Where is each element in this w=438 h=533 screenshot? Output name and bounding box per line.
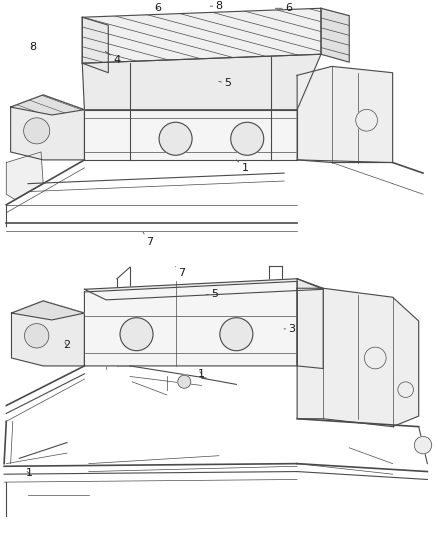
Polygon shape [11,95,85,115]
Text: 7: 7 [176,266,186,278]
Polygon shape [297,67,392,163]
Polygon shape [82,17,108,72]
Text: 8: 8 [210,1,223,11]
Text: 5: 5 [219,78,231,88]
Polygon shape [85,110,297,160]
Circle shape [159,122,192,155]
Circle shape [356,109,378,131]
Polygon shape [85,279,323,300]
Text: 3: 3 [284,324,295,334]
Polygon shape [82,54,321,110]
Text: 4: 4 [105,51,120,64]
Text: 6: 6 [155,3,162,13]
Circle shape [414,437,432,454]
Circle shape [231,122,264,155]
Circle shape [220,318,253,351]
Polygon shape [85,281,297,366]
Polygon shape [297,279,323,368]
Text: 6: 6 [275,3,292,13]
Text: 7: 7 [143,232,153,247]
Polygon shape [321,9,349,62]
Text: 1: 1 [198,369,205,379]
Circle shape [120,318,153,351]
Polygon shape [6,152,43,199]
Text: 5: 5 [206,288,218,298]
Polygon shape [297,288,419,426]
Text: 2: 2 [63,340,70,350]
Polygon shape [11,95,85,160]
Circle shape [25,324,49,348]
Circle shape [178,375,191,388]
Circle shape [24,118,49,144]
Polygon shape [82,9,321,63]
Circle shape [398,382,413,398]
Text: 8: 8 [29,42,36,52]
Text: 1: 1 [237,160,248,173]
Text: 1: 1 [25,468,32,478]
Polygon shape [11,301,85,366]
Circle shape [364,347,386,369]
Polygon shape [11,301,85,320]
